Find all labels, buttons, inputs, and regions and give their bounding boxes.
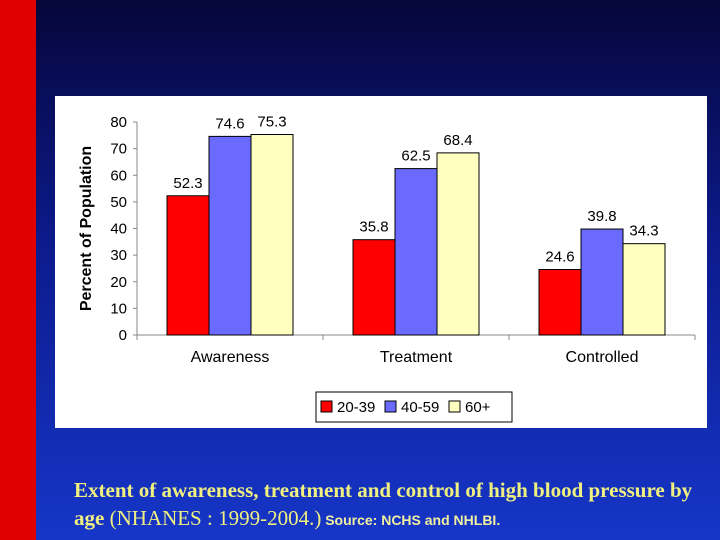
legend-swatch-40-59: [384, 400, 397, 413]
y-tick-label: 20: [110, 274, 127, 291]
data-label: 62.5: [401, 148, 430, 165]
bar-20-39: [166, 195, 210, 336]
x-category-label: Controlled: [566, 349, 639, 366]
y-tick-label: 60: [110, 167, 127, 184]
data-label: 34.3: [629, 223, 658, 240]
y-tick-label: 30: [110, 247, 127, 264]
y-tick-label: 80: [110, 114, 127, 131]
legend-swatch-20-39: [320, 400, 333, 413]
caption-source: Source: NCHS and NHLBI.: [321, 512, 501, 528]
y-axis-title: Percent of Population: [78, 146, 95, 311]
accent-bar: [0, 0, 36, 540]
bar-60+: [250, 134, 294, 336]
bar-20-39: [538, 269, 582, 336]
data-label: 35.8: [359, 219, 388, 236]
bar-60+: [436, 152, 480, 336]
x-category-label: Treatment: [380, 349, 453, 366]
chart-panel: 0 10 20 30 40 50 60 70 80 52.3 74.6 75.3 Awareness 35…: [55, 96, 707, 428]
y-tick-label: 70: [110, 141, 127, 158]
bar-chart: 0 10 20 30 40 50 60 70 80 52.3 74.6 75.3 Awareness 35…: [78, 114, 696, 423]
legend-box: [315, 391, 513, 423]
caption-dataset: (NHANES : 1999-2004.): [104, 506, 322, 530]
data-label: 68.4: [443, 132, 472, 149]
legend-label: 20-39: [337, 399, 375, 416]
legend-label: 60+: [465, 399, 491, 416]
y-tick-label: 0: [119, 327, 127, 344]
bar-40-59: [208, 135, 252, 336]
data-label: 74.6: [215, 115, 244, 132]
y-tick-label: 10: [110, 300, 127, 317]
bar-20-39: [352, 239, 396, 336]
data-label: 75.3: [257, 114, 286, 131]
x-category-label: Awareness: [191, 349, 270, 366]
y-tick-label: 40: [110, 221, 127, 238]
bar-60+: [622, 243, 666, 336]
data-label: 39.8: [587, 208, 616, 225]
bar-40-59: [394, 168, 438, 336]
data-label: 24.6: [545, 249, 574, 266]
legend-swatch-60+: [448, 400, 461, 413]
y-tick-label: 50: [110, 194, 127, 211]
slide-caption: Extent of awareness, treatment and contr…: [74, 476, 714, 534]
data-label: 52.3: [173, 175, 202, 192]
legend-label: 40-59: [401, 399, 439, 416]
caption-main: Extent of awareness, treatment and contr…: [74, 478, 693, 530]
bar-40-59: [580, 228, 624, 336]
